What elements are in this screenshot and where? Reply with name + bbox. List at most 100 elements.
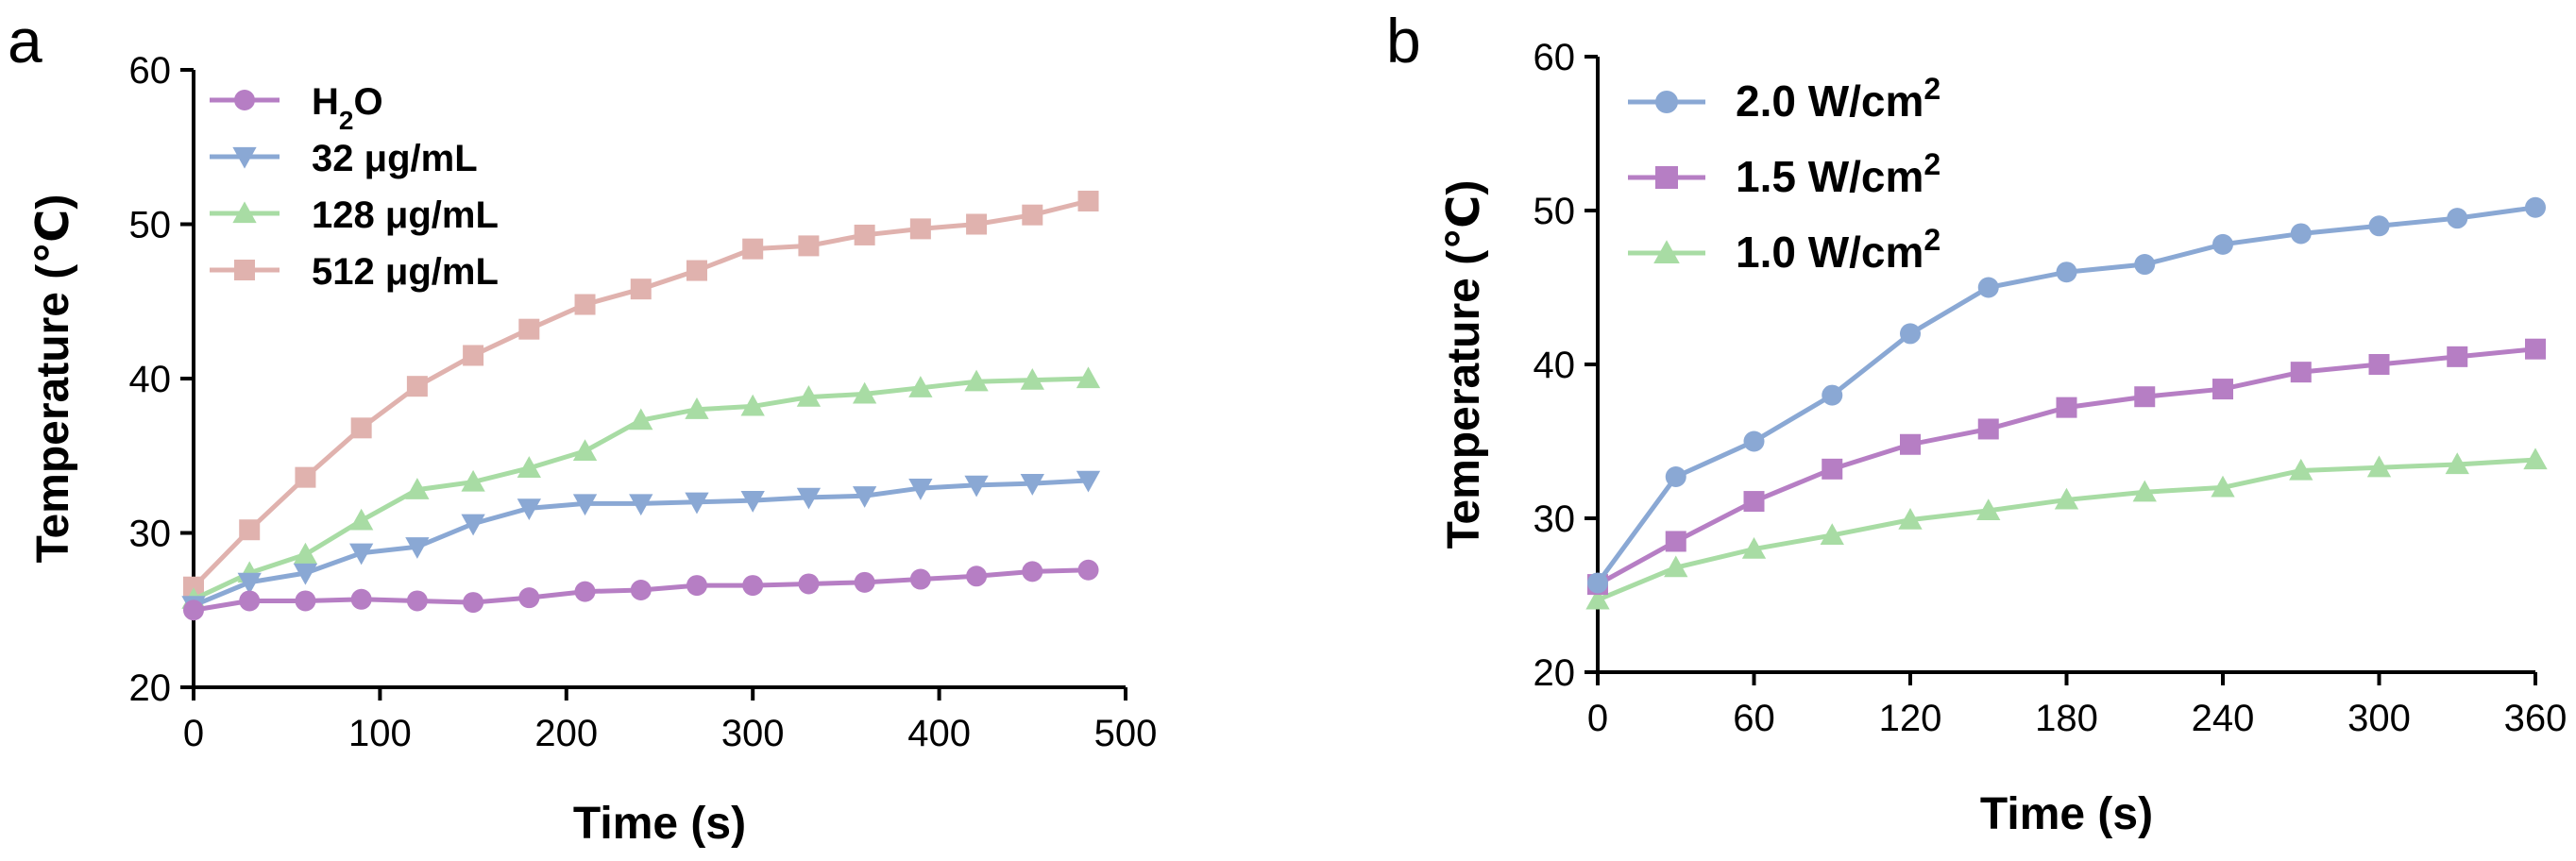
- x-axis-title: Time (s): [1980, 789, 2153, 839]
- y-tick-label: 30: [1534, 498, 1576, 540]
- legend-marker: [234, 90, 255, 110]
- data-point: [1665, 531, 1686, 552]
- y-tick-label: 50: [1534, 191, 1576, 232]
- legend-marker: [232, 201, 257, 224]
- data-point: [685, 397, 709, 419]
- data-point: [518, 318, 540, 340]
- data-point: [2290, 223, 2312, 245]
- data-point: [463, 345, 484, 366]
- data-point: [518, 587, 540, 609]
- data-point: [852, 486, 877, 508]
- data-point: [406, 590, 428, 612]
- legend-marker: [1655, 91, 1678, 113]
- panel-b: b 20 30 40 50 60 0 60 120 180 240 300 360 Time (s) Te…: [1386, 6, 2567, 839]
- data-point: [2054, 487, 2079, 510]
- data-point: [2447, 208, 2468, 229]
- data-point: [1977, 418, 1999, 440]
- data-point: [461, 469, 485, 492]
- data-point: [686, 260, 707, 281]
- data-point: [1020, 474, 1044, 496]
- panel-label-a: a: [8, 6, 42, 76]
- data-point: [742, 575, 764, 597]
- data-point: [1585, 587, 1610, 610]
- data-point: [1022, 561, 1043, 582]
- legend-label: H2O: [312, 81, 383, 135]
- series-line: [1597, 457, 2536, 602]
- data-point: [406, 376, 428, 397]
- data-point: [2289, 458, 2313, 481]
- data-point: [798, 235, 820, 257]
- data-point: [293, 542, 318, 565]
- x-tick-label: 200: [534, 713, 598, 754]
- data-point: [852, 381, 877, 404]
- x-axis-title: Time (s): [573, 799, 746, 849]
- data-point: [1022, 204, 1043, 226]
- data-point: [574, 294, 596, 315]
- data-point: [796, 384, 822, 407]
- data-point: [1977, 277, 1999, 298]
- data-point: [1664, 555, 1688, 578]
- panel-a-series: [181, 190, 1101, 621]
- data-point: [2525, 338, 2546, 360]
- y-tick-label: 50: [129, 205, 172, 246]
- x-tick-label: 240: [2192, 698, 2255, 739]
- data-point: [517, 498, 541, 520]
- data-point: [1076, 366, 1101, 389]
- data-point: [239, 519, 261, 541]
- data-point: [1077, 190, 1099, 211]
- panel-b-series: [1585, 196, 2548, 610]
- data-point: [405, 478, 430, 499]
- y-tick-label: 40: [129, 359, 172, 400]
- data-point: [405, 537, 430, 559]
- data-point: [350, 417, 372, 439]
- data-point: [854, 571, 875, 593]
- data-point: [2134, 386, 2156, 408]
- data-point: [461, 514, 485, 536]
- data-point: [2290, 362, 2312, 383]
- data-point: [2368, 354, 2390, 375]
- data-point: [2525, 196, 2546, 218]
- panel-a: a 20 30 40 50 60 0 100 200 300 400 500 Time (s) Temp…: [8, 6, 1157, 849]
- data-point: [908, 376, 933, 397]
- data-point: [740, 491, 765, 513]
- data-point: [966, 566, 988, 587]
- data-point: [350, 588, 372, 610]
- data-point: [2523, 447, 2548, 470]
- data-point: [854, 224, 875, 245]
- x-tick-label: 120: [1879, 698, 1942, 739]
- data-point: [2366, 455, 2392, 478]
- data-point: [630, 279, 652, 300]
- y-tick-label: 40: [1534, 345, 1576, 386]
- x-tick-label: 400: [907, 713, 971, 754]
- data-point: [239, 590, 261, 612]
- data-point: [1743, 430, 1765, 452]
- data-point: [295, 466, 316, 488]
- data-point: [2212, 233, 2233, 255]
- legend-label: 512 μg/mL: [312, 251, 499, 293]
- data-point: [1020, 367, 1044, 390]
- data-point: [2056, 397, 2077, 418]
- data-point: [1898, 507, 1923, 530]
- data-point: [237, 572, 262, 595]
- data-point: [686, 575, 707, 597]
- data-point: [463, 592, 484, 614]
- data-point: [964, 475, 989, 498]
- data-point: [1900, 323, 1921, 345]
- y-tick-label: 20: [129, 667, 172, 709]
- data-point: [629, 408, 653, 430]
- data-point: [740, 394, 765, 416]
- data-point: [964, 369, 989, 392]
- data-point: [574, 581, 596, 602]
- data-point: [1900, 433, 1921, 455]
- data-point: [349, 508, 374, 531]
- data-point: [798, 573, 820, 595]
- data-point: [517, 456, 541, 478]
- legend-marker: [1653, 240, 1680, 264]
- data-point: [742, 238, 764, 260]
- legend-marker: [234, 260, 255, 280]
- data-point: [966, 213, 988, 235]
- data-point: [630, 579, 652, 600]
- data-point: [908, 478, 933, 500]
- data-point: [2212, 379, 2233, 400]
- legend-label: 1.0 W/cm2: [1736, 223, 1940, 277]
